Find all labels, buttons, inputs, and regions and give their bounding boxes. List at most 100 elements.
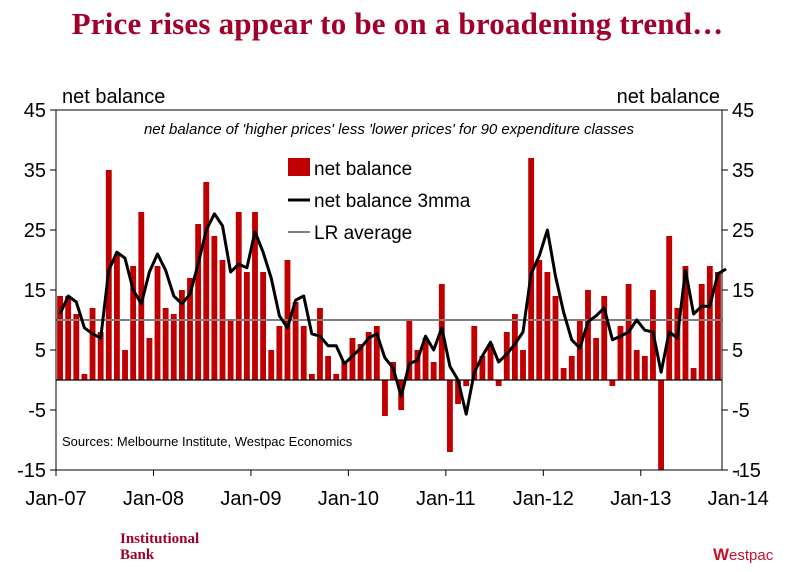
bar <box>341 362 348 380</box>
source-note: Sources: Melbourne Institute, Westpac Ec… <box>62 434 353 449</box>
bar <box>674 308 681 380</box>
bar <box>373 326 380 380</box>
bar <box>154 266 161 380</box>
bar <box>609 380 616 386</box>
bar <box>122 350 128 380</box>
y-tick-label-right: 35 <box>732 160 754 182</box>
bar <box>170 314 177 380</box>
bar <box>487 344 494 380</box>
bar <box>89 308 96 380</box>
bar <box>560 368 567 380</box>
bar <box>138 212 145 380</box>
bar <box>715 272 721 380</box>
bar <box>666 236 673 380</box>
y-tick-label-right: 15 <box>732 280 754 302</box>
chart-subtitle: net balance of 'higher prices' less 'low… <box>144 121 635 138</box>
y-tick-label-left: -15 <box>17 460 46 482</box>
ylabel-left: net balance <box>62 86 165 108</box>
bar <box>243 272 250 380</box>
bar <box>633 350 640 380</box>
lines-group <box>56 212 727 416</box>
bar <box>203 182 210 380</box>
bar <box>690 368 697 380</box>
bar <box>706 266 713 380</box>
y-tick-label-right: 5 <box>732 340 743 362</box>
bar <box>520 350 526 380</box>
y-tick-label-right: 45 <box>732 100 754 122</box>
bar <box>601 296 608 380</box>
westpac-logo-w: W <box>713 545 730 564</box>
bar <box>463 380 470 386</box>
x-tick-label: Jan-10 <box>318 488 379 510</box>
bar <box>162 308 169 380</box>
legend-label-3mma: net balance 3mma <box>314 191 471 212</box>
bar <box>422 338 429 380</box>
bar <box>349 338 356 380</box>
legend-label-lr-average: LR average <box>314 223 412 244</box>
bar <box>268 350 275 380</box>
legend-swatch-net-balance <box>288 158 310 176</box>
bar <box>641 356 648 380</box>
bar <box>211 236 218 380</box>
bar <box>146 338 153 380</box>
bar <box>471 326 478 380</box>
y-tick-label-right: 25 <box>732 220 754 242</box>
bar <box>187 278 193 380</box>
bar <box>585 290 591 380</box>
bar <box>495 380 502 386</box>
bar <box>325 356 332 380</box>
bar <box>430 362 437 380</box>
bar <box>235 212 242 380</box>
bar <box>446 380 453 452</box>
brand-line-2: Bank <box>120 547 155 563</box>
bar <box>317 308 323 380</box>
bar <box>97 332 104 380</box>
bar <box>593 338 600 380</box>
bar <box>300 326 307 380</box>
bar <box>528 158 535 380</box>
y-tick-label-right: -15 <box>732 460 761 482</box>
y-tick-label-left: 5 <box>35 340 46 362</box>
ylabel-right: net balance <box>617 86 720 108</box>
bar <box>195 224 202 380</box>
y-tick-label-left: -5 <box>28 400 46 422</box>
bar <box>544 272 551 380</box>
westpac-logo-text: estpac <box>729 547 774 564</box>
bar <box>308 374 315 380</box>
bar <box>73 314 80 380</box>
bar <box>357 344 364 380</box>
bar <box>178 290 185 380</box>
bar <box>252 212 258 380</box>
bar <box>479 356 486 380</box>
bar <box>333 374 340 380</box>
bar <box>130 266 137 380</box>
x-tick-label: Jan-11 <box>416 488 476 510</box>
bar <box>414 350 421 380</box>
bar <box>406 320 413 380</box>
bar <box>568 356 575 380</box>
bar <box>511 314 518 380</box>
bar <box>65 296 72 380</box>
legend-label-net-balance: net balance <box>314 159 412 180</box>
bar <box>227 320 234 380</box>
x-tick-label: Jan-07 <box>25 488 86 510</box>
bar <box>682 266 689 380</box>
bar <box>57 296 63 380</box>
x-tick-label: Jan-09 <box>220 488 281 510</box>
bar <box>552 296 559 380</box>
axes-group: 45 45 35 35 25 25 15 15 5 5 -5 -5 -15 -15 Jan-07 Jan-08… <box>17 100 769 510</box>
bar <box>698 284 705 380</box>
bar <box>365 332 372 380</box>
bar <box>455 380 461 404</box>
bar <box>658 380 665 470</box>
brand-line-1: Institutional <box>120 531 200 547</box>
x-tick-label: Jan-13 <box>610 488 671 510</box>
bar <box>81 374 88 380</box>
westpac-logo: Westpac <box>713 545 773 565</box>
x-tick-label: Jan-14 <box>708 488 769 510</box>
bar <box>576 320 583 380</box>
bar <box>617 326 624 380</box>
x-tick-label: Jan-08 <box>123 488 184 510</box>
y-tick-label-left: 25 <box>24 220 46 242</box>
